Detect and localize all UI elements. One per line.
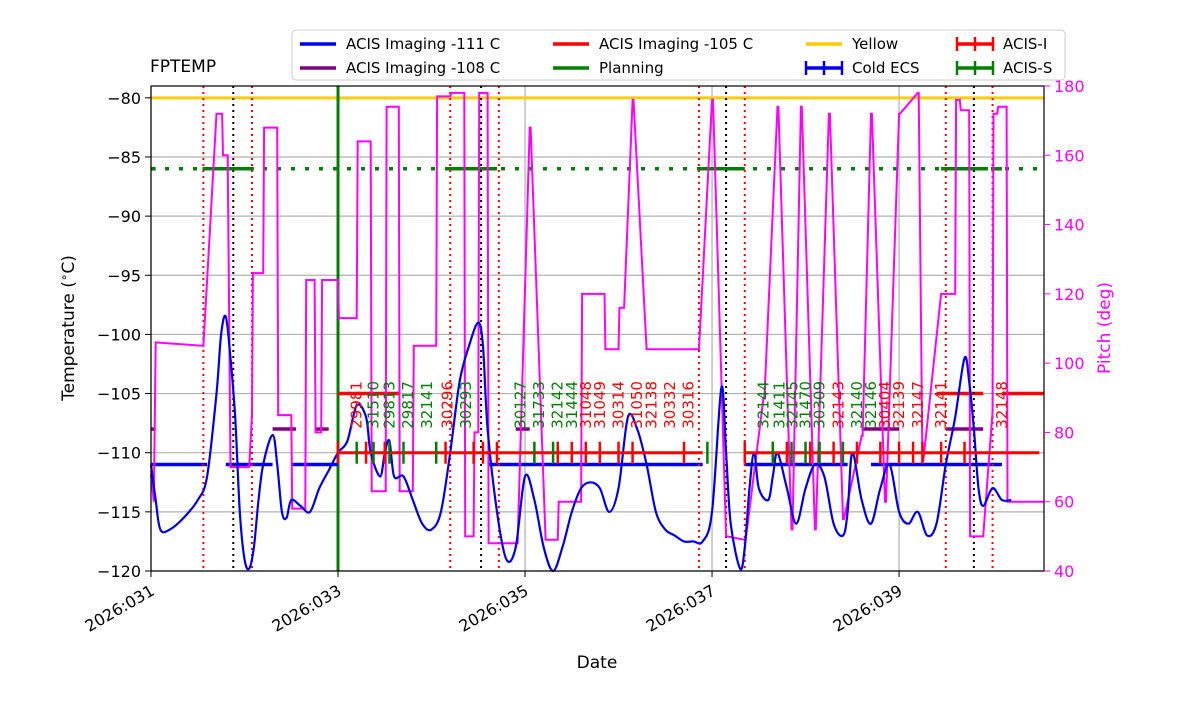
- y-tick-label: −80: [107, 89, 141, 108]
- obsid-label: 30296: [438, 381, 456, 429]
- legend-label: ACIS-I: [1003, 35, 1047, 53]
- legend-label: Planning: [599, 59, 664, 77]
- legend-label: ACIS Imaging -108 C: [346, 59, 500, 77]
- y2-tick-label: 140: [1054, 216, 1085, 235]
- obsid-label: 31470: [797, 381, 815, 429]
- legend-box: [291, 29, 1066, 81]
- y2-tick-label: 60: [1054, 493, 1074, 512]
- obsid-label: 32141: [418, 381, 436, 429]
- obsid-label: 30316: [680, 381, 698, 429]
- obsid-label: 31049: [591, 381, 609, 429]
- obsid-label: 30404: [876, 381, 894, 429]
- y2-tick-label: 180: [1054, 77, 1085, 96]
- obsid-label: 31510: [365, 381, 383, 429]
- obsid-label: 31048: [577, 381, 595, 429]
- obsid-label: 29813: [380, 381, 398, 429]
- y-tick-label: −90: [107, 207, 141, 226]
- y-tick-label: −100: [97, 325, 141, 344]
- y-axis-label: Temperature (∘C): [57, 255, 79, 402]
- legend-label: Yellow: [851, 35, 898, 53]
- data-series: [149, 91, 1044, 573]
- obsid-label: 32147: [909, 381, 927, 429]
- obsid-label: 31733: [530, 381, 548, 429]
- obsid-label: 29817: [399, 381, 417, 429]
- y-tick-label: −85: [107, 148, 141, 167]
- y-tick-label: −110: [97, 444, 141, 463]
- legend: ACIS Imaging -111 C ACIS Imaging -108 C AC…: [291, 29, 1066, 81]
- plot-frame: [150, 85, 1045, 572]
- obsid-label: 32143: [829, 381, 847, 429]
- obsid-label: 31050: [628, 381, 646, 429]
- y-tick-label: −95: [107, 266, 141, 285]
- obsid-label: 29981: [348, 381, 366, 429]
- obsid-label: 32138: [642, 381, 660, 429]
- obsid-label: 32141: [932, 381, 950, 429]
- obsid-label: 30127: [511, 381, 529, 429]
- temperature-line: [149, 314, 1012, 573]
- obsid-label: 32146: [862, 381, 880, 429]
- obsid-label: 30314: [610, 381, 628, 429]
- obsid-label: 31411: [770, 381, 788, 429]
- legend-label: Cold ECS: [852, 59, 920, 77]
- y2-tick-label: 40: [1054, 562, 1074, 581]
- obsid-ticks: [336, 441, 1040, 464]
- y2-tick-label: 80: [1054, 423, 1074, 442]
- chart-title: FPTEMP: [150, 57, 216, 77]
- y2-tick-label: 100: [1054, 354, 1085, 373]
- legend-label: ACIS Imaging -111 C: [346, 35, 500, 53]
- y2-tick-label: 120: [1054, 285, 1085, 304]
- obsid-label: 30293: [457, 381, 475, 429]
- obsid-label: 32144: [754, 381, 772, 429]
- legend-label: ACIS-S: [1003, 59, 1052, 77]
- y-tick-label: −105: [97, 385, 141, 404]
- y2-tick-label: 160: [1054, 146, 1085, 165]
- obsid-label: 30309: [811, 381, 829, 429]
- y2-axis-label: Pitch (deg): [1095, 282, 1115, 374]
- pitch-line: [150, 91, 1044, 545]
- obsid-label: 32145: [783, 381, 801, 429]
- x-axis-label: Date: [577, 653, 618, 673]
- obsid-label: 31444: [563, 381, 581, 429]
- obsid-label: 32139: [890, 381, 908, 429]
- legend-label: ACIS Imaging -105 C: [599, 35, 753, 53]
- obsid-label: 32142: [549, 381, 567, 429]
- obsid-label: 30332: [661, 381, 679, 429]
- obsid-label: 32140: [848, 381, 866, 429]
- y-tick-label: −120: [97, 562, 141, 581]
- obsid-label: 32148: [993, 381, 1011, 429]
- y-tick-label: −115: [97, 503, 141, 522]
